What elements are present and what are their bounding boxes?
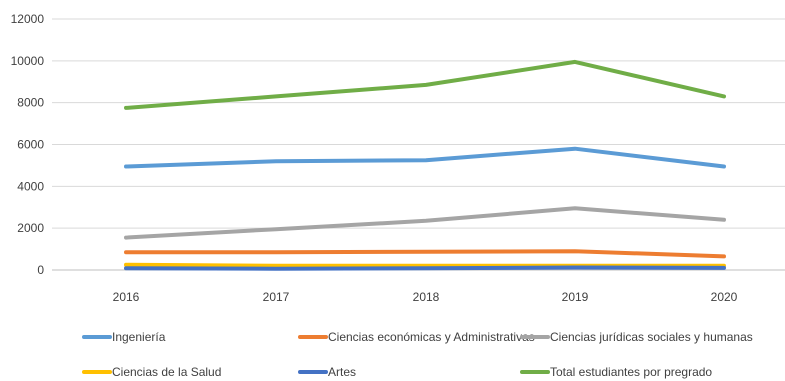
series-line-5 [124, 59, 726, 110]
legend-label: Artes [328, 365, 356, 379]
legend-label: Ciencias jurídicas sociales y humanas [550, 330, 753, 344]
x-tick-label: 2016 [113, 290, 140, 304]
y-tick-label: 4000 [17, 179, 44, 193]
x-tick-label: 2018 [413, 290, 440, 304]
series-line-3 [124, 262, 726, 268]
x-tick-label: 2019 [562, 290, 589, 304]
x-tick-label: 2020 [711, 290, 738, 304]
y-tick-label: 8000 [17, 96, 44, 110]
legend-label: Ingeniería [112, 330, 166, 344]
x-tick-label: 2017 [263, 290, 290, 304]
gridlines [52, 18, 785, 271]
y-tick-label: 0 [37, 263, 44, 277]
legend-label: Ciencias de la Salud [112, 365, 221, 379]
series-line-1 [124, 249, 726, 259]
legend-label: Total estudiantes por pregrado [550, 365, 712, 379]
y-tick-label: 2000 [17, 221, 44, 235]
y-tick-label: 12000 [11, 12, 45, 26]
y-axis-tick-labels: 0 2000 4000 6000 8000 10000 12000 [11, 12, 45, 277]
x-axis-tick-labels: 2016 2017 2018 2019 2020 [113, 290, 738, 304]
series-lines [124, 59, 726, 271]
series-line-0 [124, 146, 726, 169]
y-tick-label: 6000 [17, 138, 44, 152]
legend: Ingeniería Ciencias económicas y Administ… [82, 330, 753, 379]
series-line-2 [124, 206, 726, 240]
legend-label: Ciencias económicas y Administrativas [328, 330, 535, 344]
series-line-4 [124, 265, 726, 271]
y-tick-label: 10000 [11, 54, 45, 68]
